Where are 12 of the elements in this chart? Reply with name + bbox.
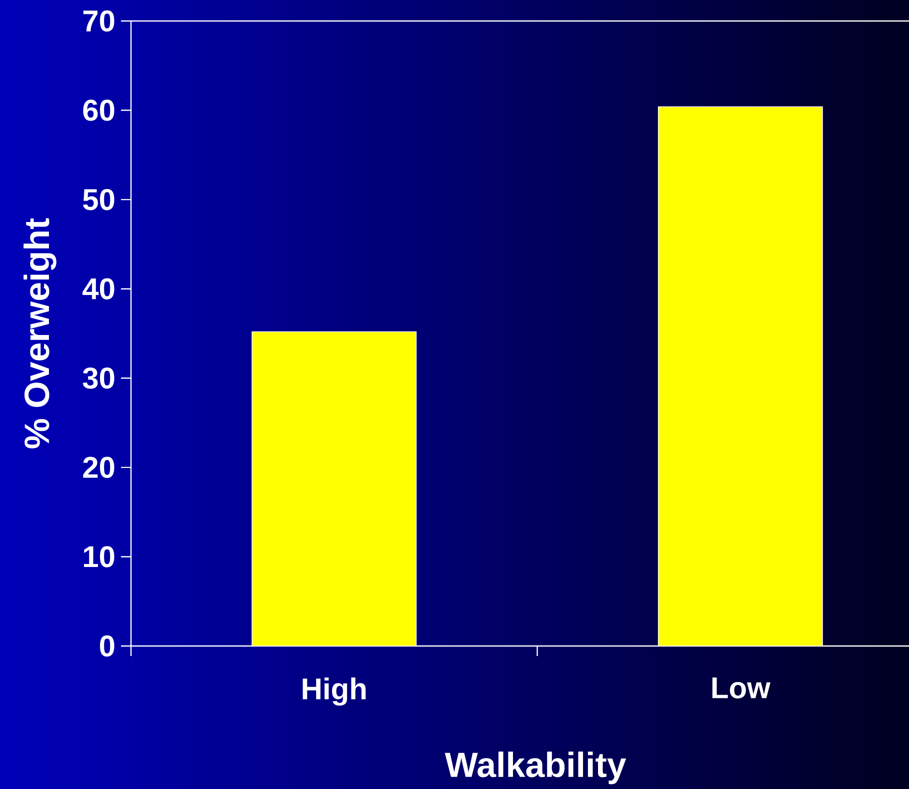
y-tick-label: 0 <box>100 635 114 657</box>
y-tick-label: 70 <box>83 10 114 32</box>
y-tick-label: 30 <box>82 367 114 389</box>
y-axis-title: % Overweight <box>24 218 56 448</box>
y-tick-label: 10 <box>84 546 114 568</box>
y-tick-label: 20 <box>83 456 114 478</box>
x-tick-label: High <box>302 678 366 706</box>
y-tick-label: 60 <box>83 100 114 121</box>
y-tick-label: 50 <box>83 188 114 210</box>
x-tick-label: Low <box>712 678 770 698</box>
x-axis-title: Walkability <box>444 752 626 784</box>
y-tick-label: 40 <box>82 278 114 300</box>
